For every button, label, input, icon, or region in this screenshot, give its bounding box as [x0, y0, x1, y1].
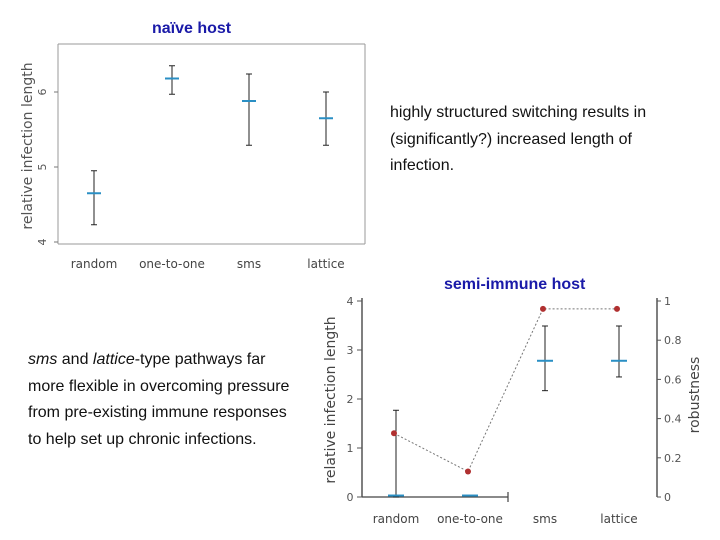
chart2-robustness-point	[540, 305, 546, 312]
chart2-y-axis-label-right: robustness	[687, 357, 703, 434]
chart2-right-tick-label: 0	[664, 491, 671, 504]
chart2-y-axis-label-left: relative infection length	[323, 316, 339, 483]
chart1-x-tick-label: one-to-one	[139, 257, 205, 271]
semi-immune-host-title: semi-immune host	[444, 276, 586, 293]
chart2-left-tick-label: 3	[347, 344, 354, 357]
chart1-y-axis-label: relative infection length	[20, 62, 36, 229]
chart2-left-tick-label: 2	[347, 393, 354, 406]
flexible-pathways-note: sms and lattice-type pathways far more f…	[28, 347, 298, 453]
note-text-and: and	[57, 351, 93, 368]
chart1-y-tick-label: 6	[36, 89, 49, 96]
chart2-x-tick-label: random	[373, 512, 420, 526]
naive-host-title: naïve host	[152, 20, 232, 37]
chart2-right-tick-label: 0.6	[664, 373, 682, 386]
chart2-left-tick-label: 1	[347, 442, 354, 455]
chart2-robustness-point	[391, 430, 397, 437]
chart2-x-tick-label: lattice	[600, 512, 637, 526]
structured-switching-note: highly structured switching results in (…	[390, 104, 647, 174]
chart2-robustness-line	[393, 308, 617, 473]
chart1-x-tick-label: random	[71, 257, 118, 271]
chart2-robustness-point	[614, 305, 620, 312]
chart2-x-tick-label: sms	[533, 512, 557, 526]
note-sms-term: sms	[28, 351, 58, 368]
chart2-left-tick-label: 4	[347, 295, 354, 308]
chart2-right-tick-label: 0.2	[664, 452, 682, 465]
chart1-y-tick-label: 5	[36, 164, 49, 171]
note-text-rest: -type pathways far more flexible in over…	[28, 351, 290, 448]
chart2-x-tick-label: one-to-one	[437, 512, 503, 526]
chart2-right-tick-label: 1	[664, 295, 671, 308]
chart2-left-tick-label: 0	[347, 491, 354, 504]
note-lattice-term: lattice	[92, 351, 135, 368]
chart2-right-tick-label: 0.4	[664, 413, 682, 426]
chart2-right-tick-label: 0.8	[664, 334, 682, 347]
chart1-y-tick-label: 4	[36, 239, 49, 246]
chart2-robustness-point	[465, 468, 471, 475]
chart1-x-tick-label: lattice	[307, 257, 344, 271]
chart1-x-tick-label: sms	[237, 257, 261, 271]
